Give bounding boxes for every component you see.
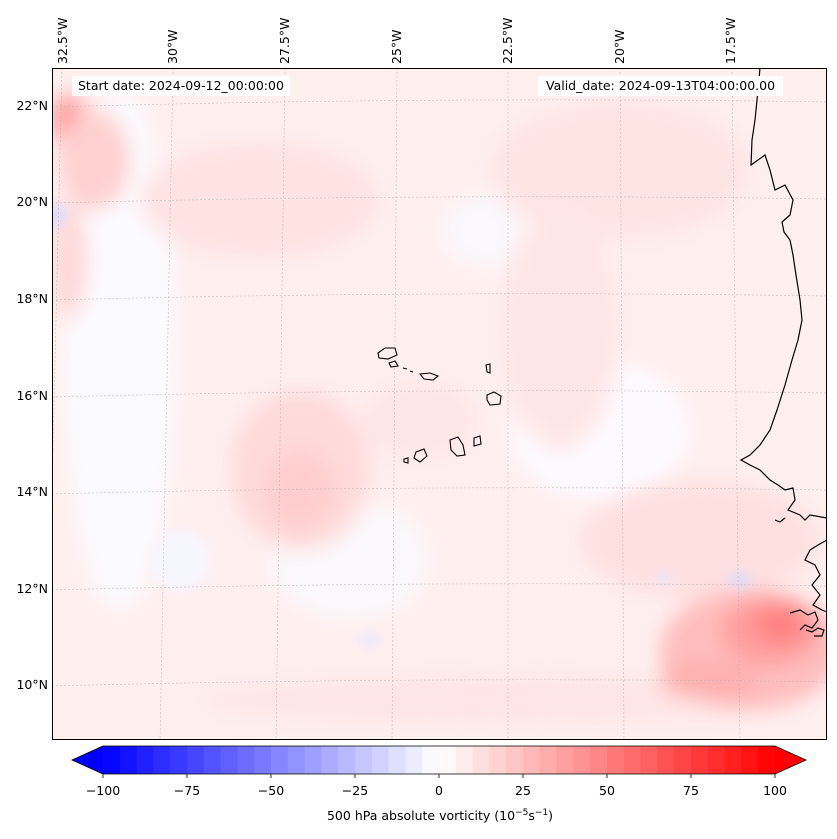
lon-label-22-5w: 22.5°W <box>500 17 515 64</box>
colorbar-segment <box>371 746 390 774</box>
colorbar-segment <box>590 746 608 774</box>
colorbar-tick-label: −100 <box>85 783 121 798</box>
colorbar-segment <box>220 746 238 774</box>
colorbar-extend-high <box>775 746 806 774</box>
colorbar-segment <box>422 746 440 774</box>
colorbar-segment <box>539 746 558 774</box>
colorbar-segment <box>607 746 625 774</box>
lon-label-32-5w: 32.5°W <box>55 17 70 64</box>
colorbar-segment <box>640 746 658 774</box>
colorbar-segment <box>405 746 423 774</box>
lat-label-14n: 14°N <box>16 484 48 499</box>
colorbar-tick-label: 50 <box>599 783 615 798</box>
colorbar-segment <box>506 746 524 774</box>
vorticity-map <box>52 68 827 740</box>
colorbar-label: 500 hPa absolute vorticity (10−5s−1) <box>326 808 553 824</box>
colorbar-segment <box>321 746 339 774</box>
colorbar-segment <box>455 746 474 774</box>
colorbar-segment <box>674 746 692 774</box>
cape-verde-islands <box>377 347 502 464</box>
colorbar-tick-label: 25 <box>515 783 531 798</box>
colorbar-segment <box>254 746 272 774</box>
colorbar-segment <box>153 746 171 774</box>
colorbar-segment <box>170 746 188 774</box>
lat-label-16n: 16°N <box>16 388 48 403</box>
colorbar-tick-label: 75 <box>683 783 699 798</box>
colorbar-segment <box>439 746 457 774</box>
colorbar-tick-label: 100 <box>763 783 787 798</box>
colorbar-segment <box>724 746 742 774</box>
lat-label-22n: 22°N <box>16 98 48 113</box>
colorbar-tick-marks <box>102 774 776 778</box>
colorbar-segment <box>707 746 726 774</box>
colorbar-tick-label: 0 <box>435 783 443 798</box>
colorbar-segment <box>237 746 255 774</box>
lon-label-20w: 20°W <box>612 29 627 64</box>
lat-label-20n: 20°N <box>16 194 48 209</box>
colorbar-segment <box>103 746 121 774</box>
lon-label-27-5w: 27.5°W <box>277 17 292 64</box>
colorbar-segment <box>119 746 138 774</box>
negative-vorticity-patches <box>52 203 752 646</box>
colorbar-segment <box>657 746 675 774</box>
colorbar-segment <box>338 746 356 774</box>
valid-date-label: Valid_date: 2024-09-13T04:00:00.00 <box>538 76 784 96</box>
start-date-label: Start date: 2024-09-12_00:00:00 <box>72 76 290 96</box>
colorbar-segment <box>355 746 373 774</box>
colorbar-tick-label: −75 <box>173 783 201 798</box>
lat-label-10n: 10°N <box>16 677 48 692</box>
colorbar-segment <box>203 746 222 774</box>
colorbar <box>71 745 807 778</box>
colorbar-segment <box>271 746 289 774</box>
colorbar-segment <box>187 746 205 774</box>
colorbar-segment <box>691 746 709 774</box>
colorbar-segment <box>758 746 776 774</box>
colorbar-extend-low <box>72 746 103 774</box>
colorbar-segment <box>741 746 759 774</box>
colorbar-segments <box>72 746 806 774</box>
colorbar-segment <box>388 746 406 774</box>
colorbar-tick-label: −25 <box>341 783 369 798</box>
colorbar-segment <box>472 746 490 774</box>
lat-label-18n: 18°N <box>16 291 48 306</box>
lat-label-12n: 12°N <box>16 581 48 596</box>
colorbar-segment <box>556 746 574 774</box>
colorbar-segment <box>573 746 591 774</box>
coastline <box>739 68 827 637</box>
colorbar-segment <box>304 746 322 774</box>
lon-label-30w: 30°W <box>165 29 180 64</box>
colorbar-segment <box>623 746 642 774</box>
colorbar-segment <box>287 746 306 774</box>
colorbar-segment <box>136 746 154 774</box>
colorbar-segment <box>489 746 507 774</box>
colorbar-tick-label: −50 <box>257 783 285 798</box>
lon-label-17-5w: 17.5°W <box>723 17 738 64</box>
graticule <box>52 68 827 740</box>
colorbar-outline <box>71 745 807 775</box>
map-frame <box>52 68 827 740</box>
colorbar-segment <box>523 746 541 774</box>
lon-label-25w: 25°W <box>389 29 404 64</box>
